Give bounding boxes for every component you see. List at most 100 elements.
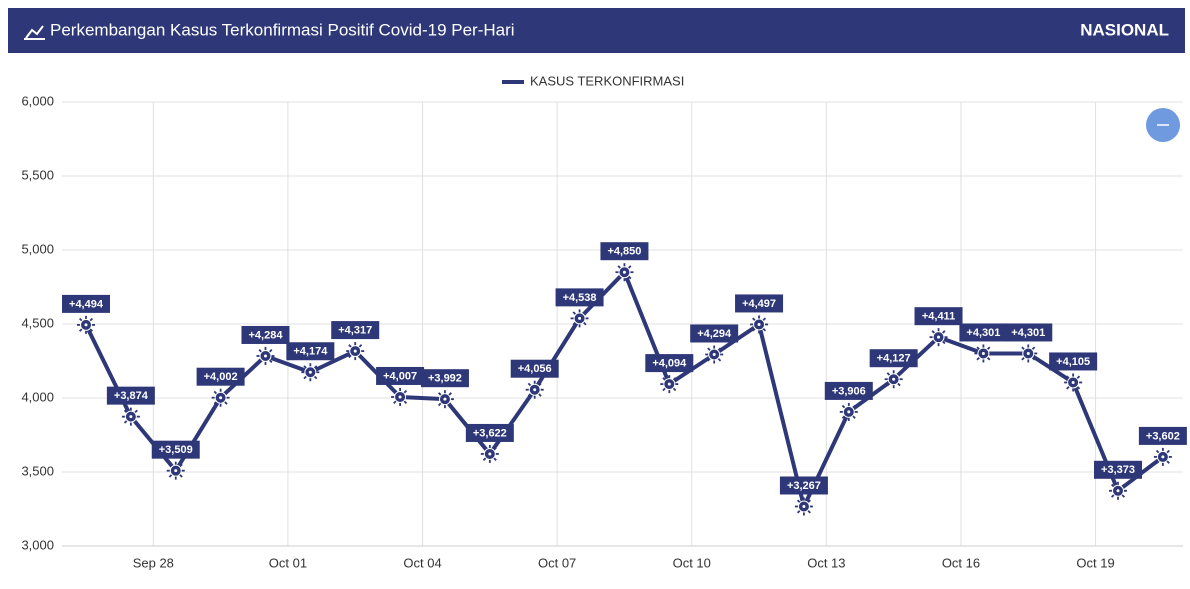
virus-marker [705, 345, 724, 364]
value-label: +4,538 [563, 292, 597, 304]
x-tick-label: Sep 28 [133, 555, 174, 570]
virus-marker [839, 402, 858, 421]
virus-dot [353, 349, 357, 353]
virus-dot [533, 388, 537, 392]
value-label: +4,007 [383, 370, 417, 382]
value-label: +3,622 [473, 427, 507, 439]
x-tick-label: Oct 07 [538, 555, 576, 570]
value-label: +3,373 [1101, 464, 1135, 476]
value-label: +3,992 [428, 373, 462, 385]
value-label-bg [376, 366, 425, 385]
virus-dot [622, 270, 626, 274]
virus-dot [174, 469, 178, 473]
value-label: +3,267 [787, 480, 821, 492]
virus-marker [570, 309, 589, 328]
x-tick-label: Oct 19 [1076, 555, 1114, 570]
series-line [84, 270, 1165, 509]
header-scope: NASIONAL [1080, 20, 1169, 39]
virus-marker [794, 497, 813, 516]
value-label-bg [331, 321, 380, 340]
virus-dot [263, 354, 267, 358]
value-label-bg [1094, 460, 1143, 479]
value-label-bg [1004, 323, 1053, 342]
virus-marker [974, 344, 993, 363]
value-label-bg [241, 325, 290, 344]
value-label-bg [1049, 352, 1098, 371]
virus-dot [398, 395, 402, 399]
virus-dot [712, 352, 716, 356]
y-tick-label: 3,000 [21, 537, 54, 552]
value-label: +4,174 [293, 346, 328, 358]
virus-dot [129, 415, 133, 419]
value-label: +4,301 [966, 327, 1000, 339]
value-label-bg [286, 342, 335, 361]
virus-dot [219, 396, 223, 400]
virus-marker [660, 375, 679, 394]
virus-marker [301, 363, 320, 382]
value-label-bg [735, 294, 784, 313]
header-title: Perkembangan Kasus Terkonfirmasi Positif… [50, 20, 515, 39]
virus-marker [77, 315, 95, 334]
value-label: +4,301 [1011, 327, 1045, 339]
header-icon [25, 25, 44, 39]
value-label: +4,317 [338, 324, 372, 336]
x-tick-label: Oct 01 [269, 555, 307, 570]
virus-marker [1109, 481, 1128, 500]
value-label: +4,127 [877, 353, 911, 365]
virus-marker [525, 380, 544, 399]
value-label-bg [555, 288, 604, 307]
value-label-bg [510, 359, 559, 378]
virus-dot [802, 504, 806, 508]
value-label-bg [914, 307, 963, 326]
virus-dot [1026, 351, 1030, 355]
value-label: +3,906 [832, 385, 866, 397]
virus-dot [981, 351, 985, 355]
virus-marker [929, 328, 948, 347]
value-label: +4,294 [697, 328, 732, 340]
virus-dot [847, 410, 851, 414]
virus-marker [884, 370, 903, 389]
value-label-bg [645, 354, 694, 373]
value-label-bg [62, 294, 110, 313]
value-label-bg [1138, 426, 1187, 445]
value-label: +4,850 [607, 246, 641, 258]
value-label-bg [869, 349, 918, 368]
value-label-bg [196, 367, 245, 386]
value-label-bg [600, 242, 649, 261]
y-tick-label: 4,000 [21, 389, 54, 404]
virus-dot [84, 323, 88, 327]
virus-marker [1064, 373, 1083, 392]
y-tick-label: 5,000 [21, 241, 54, 256]
virus-marker [615, 263, 634, 282]
value-label: +3,509 [159, 444, 193, 456]
y-tick-label: 3,500 [21, 463, 54, 478]
value-label: +4,411 [922, 311, 955, 323]
virus-marker [750, 315, 769, 334]
value-label-bg [779, 476, 828, 495]
virus-marker [346, 342, 365, 361]
value-label-bg [690, 324, 739, 343]
virus-dot [757, 322, 761, 326]
virus-marker [121, 407, 140, 426]
x-tick-label: Oct 10 [673, 555, 711, 570]
virus-marker [166, 461, 185, 480]
value-label: +4,497 [742, 298, 776, 310]
virus-marker [1019, 344, 1038, 363]
virus-marker [211, 388, 230, 407]
value-label: +4,284 [249, 329, 284, 341]
value-label-bg [151, 440, 200, 459]
y-tick-label: 4,500 [21, 315, 54, 330]
virus-dot [1116, 489, 1120, 493]
value-label-bg [420, 369, 469, 388]
virus-dot [937, 335, 941, 339]
value-label: +3,874 [114, 390, 149, 402]
virus-marker [480, 444, 499, 463]
virus-dot [892, 377, 896, 381]
y-tick-label: 6,000 [21, 93, 54, 108]
virus-marker [435, 390, 454, 409]
value-label: +4,094 [652, 357, 687, 369]
virus-dot [443, 397, 447, 401]
value-label-bg [106, 386, 155, 405]
virus-dot [1161, 455, 1165, 459]
